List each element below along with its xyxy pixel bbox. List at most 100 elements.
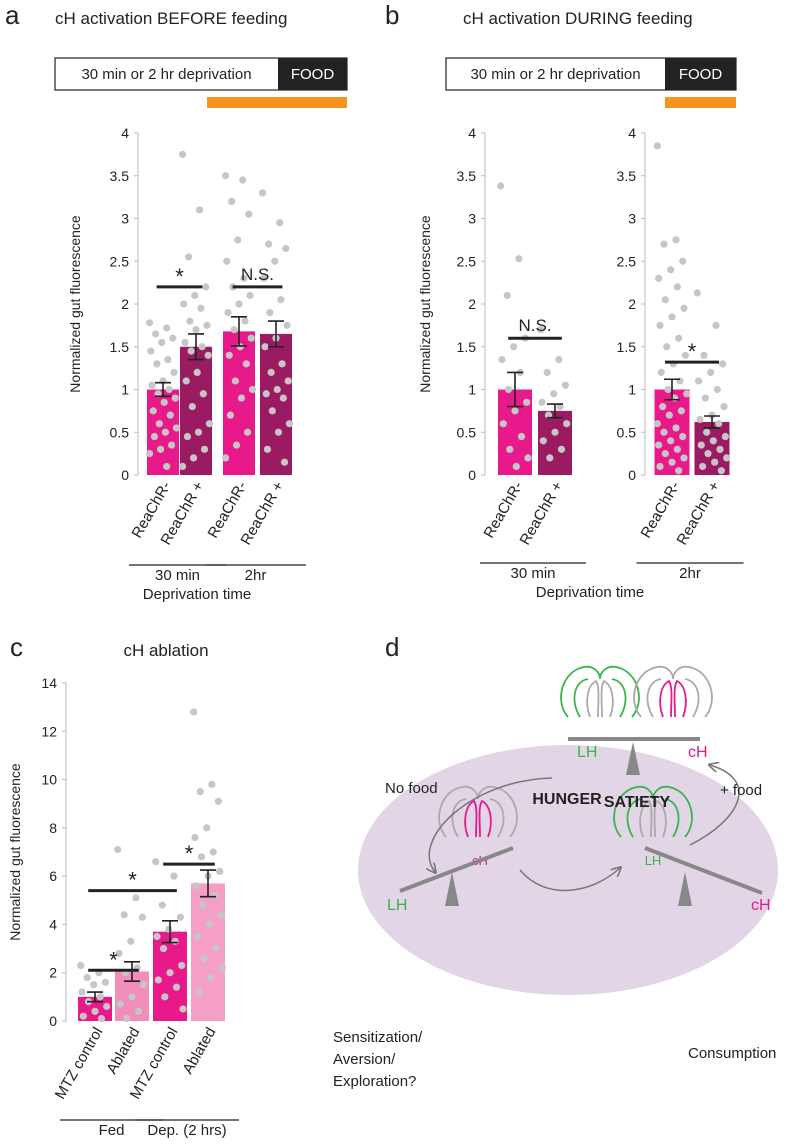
data-point xyxy=(719,360,727,368)
outcome-label: Exploration? xyxy=(333,1073,416,1090)
x-tick-label: Ablated xyxy=(103,1025,143,1078)
data-point xyxy=(214,797,222,805)
y-tick-label: 4 xyxy=(628,125,636,141)
data-point xyxy=(210,891,219,900)
error-bar xyxy=(507,371,523,408)
data-point xyxy=(497,182,505,190)
data-point xyxy=(235,300,243,308)
data-point xyxy=(103,1002,111,1011)
data-point xyxy=(524,454,532,462)
y-tick-label: 4 xyxy=(49,916,57,932)
data-point xyxy=(187,347,195,355)
balance-pivot xyxy=(626,742,640,775)
data-point xyxy=(115,949,123,958)
data-point xyxy=(675,467,683,475)
data-point xyxy=(709,437,717,445)
data-point xyxy=(715,420,723,428)
data-point xyxy=(716,445,724,453)
data-point xyxy=(262,390,270,398)
significance-label: N.S. xyxy=(241,265,274,284)
data-point xyxy=(543,368,551,376)
data-point xyxy=(268,407,276,415)
data-point xyxy=(154,976,162,984)
data-point xyxy=(266,308,274,317)
data-point xyxy=(656,321,664,329)
data-point xyxy=(78,988,86,996)
data-point xyxy=(713,385,721,394)
brain-inner xyxy=(639,799,667,838)
data-point xyxy=(703,428,711,436)
data-point xyxy=(199,390,207,398)
lh-label: LH xyxy=(387,897,407,914)
y-tick-label: 3.5 xyxy=(617,168,637,184)
y-tick-label: 0 xyxy=(49,1013,57,1029)
data-point xyxy=(97,1014,106,1023)
y-tick-label: 0 xyxy=(628,467,636,483)
data-point xyxy=(179,1005,187,1013)
y-axis-label: Normalized gut fluorescence xyxy=(417,215,433,393)
data-point xyxy=(700,351,708,359)
ch-label: cH xyxy=(751,897,771,914)
data-point xyxy=(236,343,244,351)
arrow xyxy=(519,868,620,892)
data-point xyxy=(161,428,170,436)
data-point xyxy=(158,901,166,909)
chart-title: cH activation DURING feeding xyxy=(463,9,693,28)
data-point xyxy=(161,993,169,1001)
y-axis-label: Normalized gut fluorescence xyxy=(67,215,83,393)
data-point xyxy=(712,321,720,329)
timeline-food xyxy=(278,58,347,90)
data-point xyxy=(149,407,157,415)
data-point xyxy=(276,219,284,227)
error-bar xyxy=(87,991,103,1003)
y-tick-label: 4 xyxy=(121,125,129,141)
data-point xyxy=(166,411,174,419)
brain-outline xyxy=(613,785,693,838)
data-point xyxy=(673,283,681,291)
data-point xyxy=(258,189,267,197)
data-point xyxy=(199,901,207,909)
data-point xyxy=(231,377,239,385)
data-point xyxy=(511,407,519,415)
data-point xyxy=(194,428,203,436)
group-label: Dep. (2 hrs) xyxy=(147,1122,226,1139)
y-tick-label: 1.5 xyxy=(457,339,477,355)
data-point xyxy=(512,462,520,471)
data-point xyxy=(160,398,168,406)
data-point xyxy=(707,368,715,376)
data-point xyxy=(261,343,269,351)
data-point xyxy=(667,266,675,274)
data-point xyxy=(653,142,661,150)
y-tick-label: 1 xyxy=(628,382,636,398)
data-point xyxy=(240,274,248,282)
data-point xyxy=(228,197,236,205)
data-point xyxy=(241,317,249,325)
error-bar xyxy=(704,415,720,429)
data-point xyxy=(128,993,136,1001)
y-tick-label: 3 xyxy=(628,211,636,227)
data-point xyxy=(680,454,688,462)
data-point xyxy=(273,385,281,394)
data-point xyxy=(202,283,210,291)
data-point xyxy=(668,313,676,321)
data-point xyxy=(655,274,663,282)
data-point xyxy=(672,236,680,244)
bar xyxy=(191,883,225,1021)
error-bar xyxy=(188,333,204,361)
data-point xyxy=(152,330,160,338)
error-bar xyxy=(547,403,563,419)
x-tick-label: ReaChR- xyxy=(637,479,683,542)
data-point xyxy=(517,432,526,441)
data-point xyxy=(96,993,104,1001)
data-point xyxy=(172,983,181,991)
data-point xyxy=(546,454,554,462)
data-point xyxy=(170,368,178,376)
data-point xyxy=(243,428,252,436)
brain-inner xyxy=(464,799,492,838)
data-point xyxy=(156,445,165,453)
data-point xyxy=(681,351,689,359)
data-point xyxy=(101,978,109,986)
group-label: 30 min xyxy=(510,565,555,582)
hunger-label: HUNGER xyxy=(532,791,602,808)
data-point xyxy=(237,394,246,402)
